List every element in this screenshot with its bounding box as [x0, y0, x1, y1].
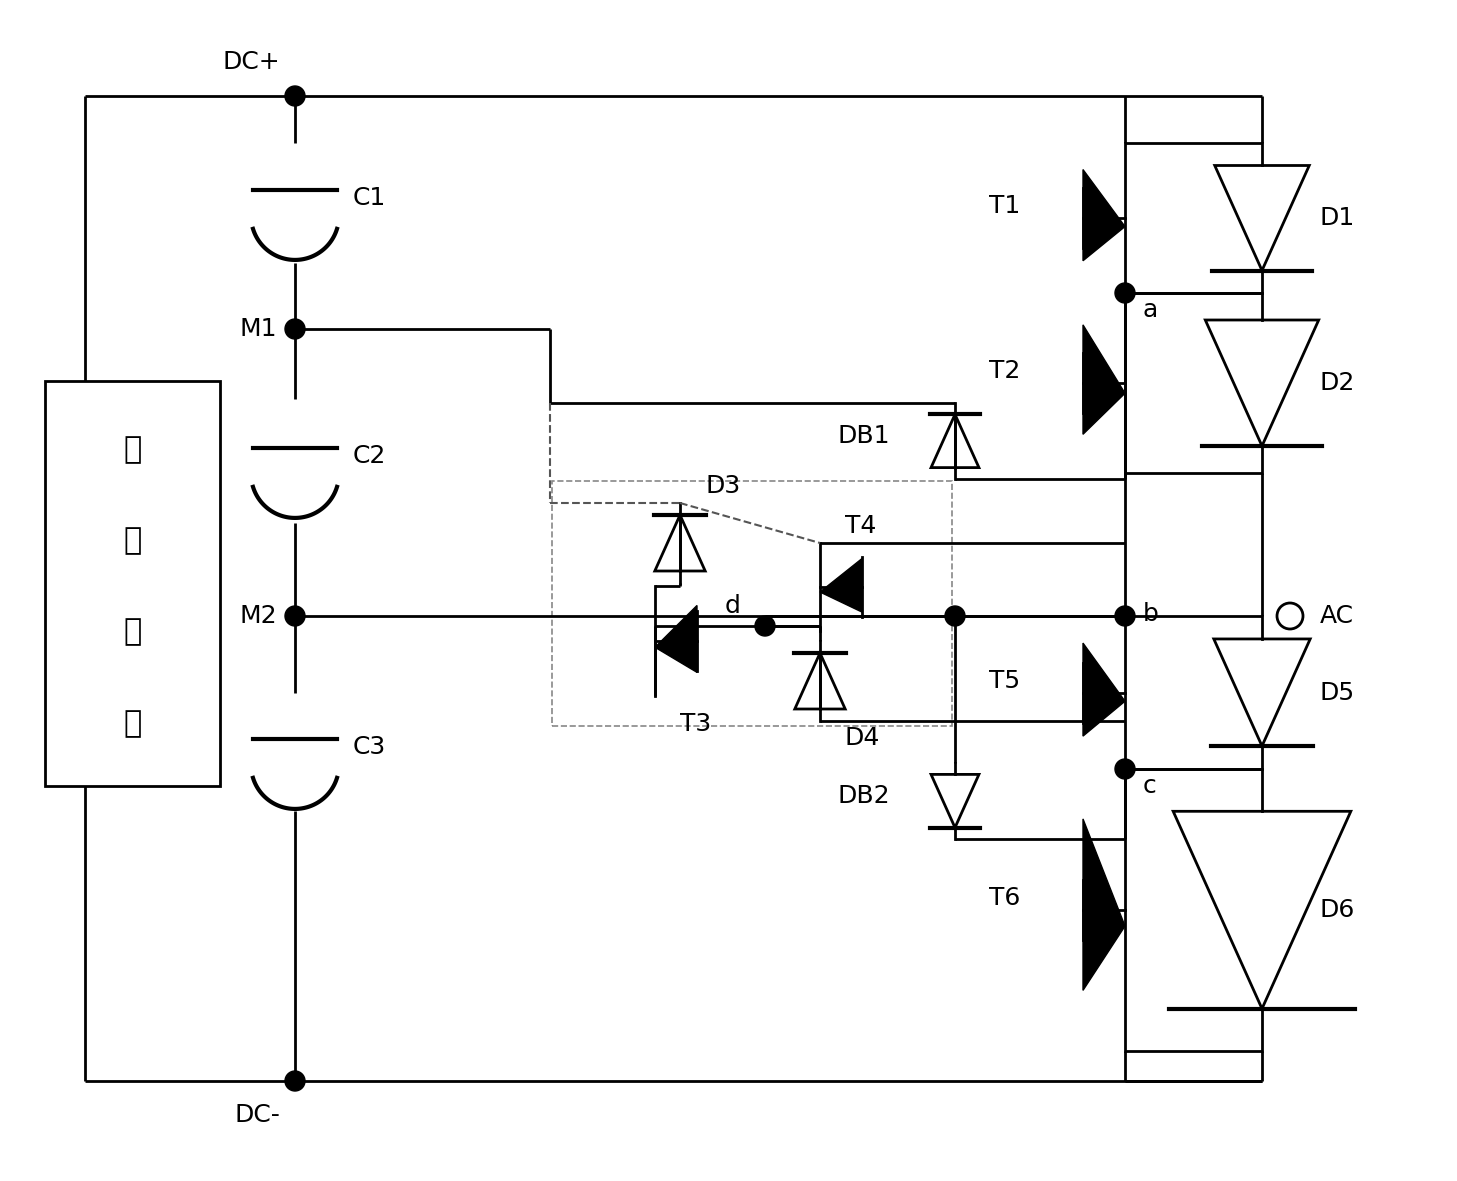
- Text: 源: 源: [124, 709, 141, 738]
- Text: AC: AC: [1320, 603, 1354, 628]
- Circle shape: [755, 616, 775, 637]
- Text: D3: D3: [705, 474, 740, 498]
- Polygon shape: [1083, 644, 1125, 736]
- Text: DB1: DB1: [838, 424, 890, 448]
- Circle shape: [286, 86, 305, 106]
- Text: D5: D5: [1320, 680, 1355, 705]
- Text: d: d: [724, 594, 740, 618]
- Text: 电: 电: [124, 618, 141, 647]
- Circle shape: [286, 1071, 305, 1091]
- Text: DC-: DC-: [235, 1103, 280, 1127]
- Polygon shape: [820, 559, 863, 612]
- Text: D6: D6: [1320, 898, 1355, 922]
- Text: T4: T4: [845, 514, 876, 539]
- Text: 流: 流: [124, 527, 141, 555]
- Circle shape: [1276, 603, 1303, 629]
- Text: T2: T2: [989, 359, 1020, 383]
- Text: M1: M1: [239, 317, 277, 341]
- Text: D1: D1: [1320, 205, 1355, 230]
- Bar: [552, 481, 951, 726]
- Text: C3: C3: [353, 735, 386, 759]
- Text: a: a: [1142, 298, 1158, 322]
- Bar: [45, 381, 220, 787]
- Text: C2: C2: [353, 444, 386, 468]
- Text: M2: M2: [239, 603, 277, 628]
- Text: T3: T3: [680, 712, 711, 736]
- Circle shape: [1115, 283, 1135, 304]
- Text: D4: D4: [845, 726, 880, 750]
- Text: DC+: DC+: [223, 50, 280, 74]
- Circle shape: [1115, 759, 1135, 779]
- Text: D2: D2: [1320, 371, 1355, 394]
- Polygon shape: [1083, 325, 1125, 435]
- Circle shape: [946, 606, 965, 626]
- Polygon shape: [1083, 818, 1125, 991]
- Text: 直: 直: [124, 436, 141, 464]
- Polygon shape: [656, 606, 696, 672]
- Text: T6: T6: [989, 886, 1020, 911]
- Text: T5: T5: [989, 668, 1020, 692]
- Circle shape: [1115, 606, 1135, 626]
- Text: C1: C1: [353, 185, 386, 210]
- Text: c: c: [1142, 774, 1157, 798]
- Circle shape: [286, 319, 305, 339]
- Circle shape: [286, 606, 305, 626]
- Text: b: b: [1142, 602, 1158, 626]
- Text: T1: T1: [989, 194, 1020, 218]
- Text: DB2: DB2: [838, 784, 890, 808]
- Polygon shape: [1083, 170, 1125, 261]
